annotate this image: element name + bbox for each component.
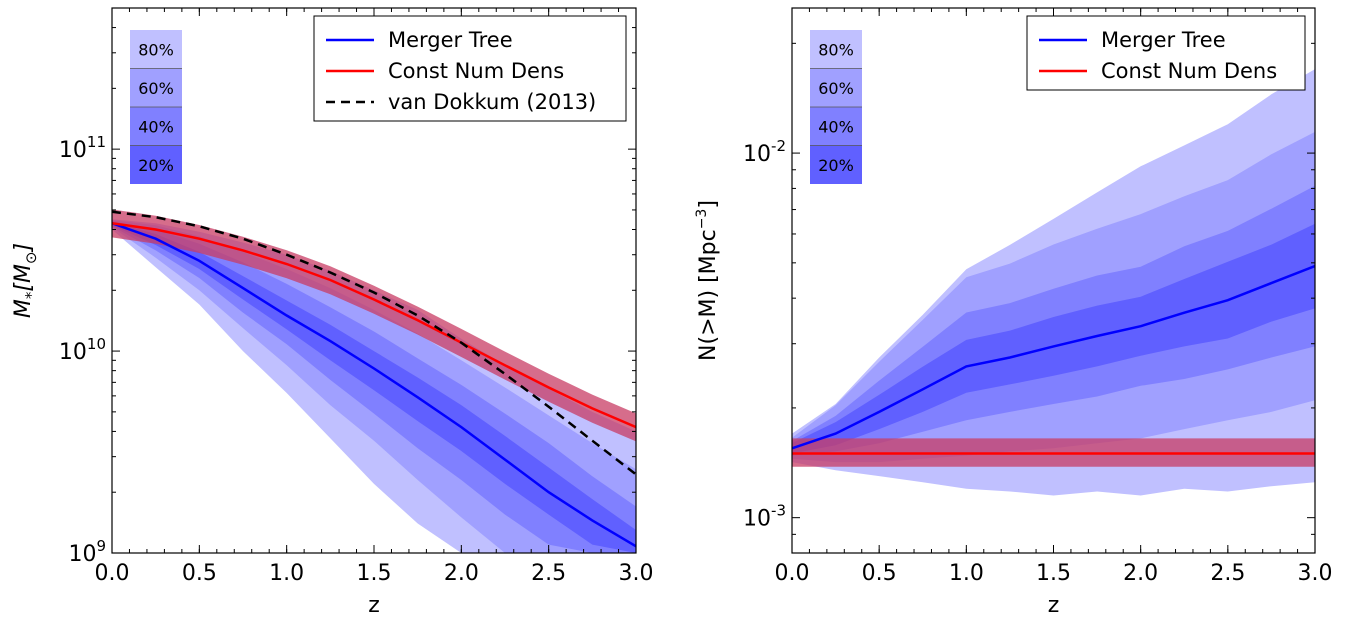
legend-box: [313, 15, 627, 122]
series-line-const-num-dens: [112, 221, 636, 429]
x-tick-label: 2.5: [531, 561, 566, 586]
band-legend-swatch: [130, 145, 182, 184]
y-tick-label: 1010: [59, 335, 106, 365]
band-legend-label: 60%: [818, 79, 854, 98]
chart-panel-2: 0.0 0.5 1.0 1.5 2.0 2.5 3.0 10-3 10-2 z N(>M) [Mpc…: [694, 7, 1333, 618]
band-legend: 80% 60% 40% 20%: [810, 30, 862, 184]
plot-area: [792, 69, 1315, 496]
plot-area: [112, 209, 636, 553]
legend-box: [1026, 15, 1306, 91]
y-tick-label: 10-2: [743, 137, 786, 167]
band-legend-label: 40%: [818, 117, 854, 136]
chart-panel-1: 0.0 0.5 1.0 1.5 2.0 2.5 3.0 109 1010 1011 z M*[M⊙] 8…: [11, 7, 654, 618]
x-tick-label: 1.5: [357, 561, 392, 586]
line-legend: Merger Tree Const Num Dens: [1026, 15, 1306, 91]
x-tick-label: 2.0: [1123, 561, 1158, 586]
legend-entry-label: Const Num Dens: [388, 59, 564, 83]
x-tick-label: 1.5: [1036, 561, 1071, 586]
band-20pct: [112, 222, 636, 553]
band-legend-label: 40%: [138, 117, 174, 136]
y-tick-label: 1011: [59, 133, 106, 163]
band-legend-label: 80%: [818, 40, 854, 59]
y-axis-label: N(>M) [Mpc−3]: [694, 200, 721, 361]
x-tick-label: 0.0: [775, 561, 810, 586]
band-legend-swatch: [130, 30, 182, 69]
band-legend-swatch: [130, 68, 182, 107]
band-legend-swatch: [810, 107, 862, 146]
x-tick-label: 1.0: [269, 561, 304, 586]
band-legend-swatch: [810, 30, 862, 69]
band-legend: 80% 60% 40% 20%: [130, 30, 182, 184]
line-legend: Merger Tree Const Num Dens van Dokkum (201…: [313, 15, 627, 122]
x-tick-label: 0.0: [95, 561, 130, 586]
x-tick-label: 0.5: [862, 561, 897, 586]
band-legend-label: 20%: [818, 156, 854, 175]
x-axis-label: z: [368, 593, 380, 618]
band-legend-label: 60%: [138, 79, 174, 98]
x-tick-label: 2.0: [444, 561, 479, 586]
band-legend-label: 20%: [138, 156, 174, 175]
x-axis-label: z: [1048, 593, 1060, 618]
y-axis-label: M*[M⊙]: [11, 243, 40, 318]
x-tick-label: 2.5: [1210, 561, 1245, 586]
series-line-van-dokkum-2013-: [112, 210, 636, 476]
legend-entry-label: Const Num Dens: [1101, 59, 1277, 83]
band-legend-swatch: [130, 107, 182, 146]
band-20pct: [792, 223, 1315, 454]
legend-entry-label: Merger Tree: [1101, 28, 1226, 52]
x-tick-label: 0.5: [182, 561, 217, 586]
series-line-merger-tree: [792, 264, 1315, 450]
band-legend-swatch: [810, 145, 862, 184]
series-line-merger-tree: [112, 222, 636, 548]
y-tick-label: 10-3: [743, 502, 786, 532]
legend-entry-label: van Dokkum (2013): [388, 90, 596, 114]
y-tick-label: 109: [68, 537, 106, 567]
x-tick-label: 1.0: [949, 561, 984, 586]
legend-entry-label: Merger Tree: [388, 28, 513, 52]
band-legend-label: 80%: [138, 40, 174, 59]
x-tick-label: 3.0: [1298, 561, 1333, 586]
band-legend-swatch: [810, 68, 862, 107]
x-tick-label: 3.0: [619, 561, 654, 586]
